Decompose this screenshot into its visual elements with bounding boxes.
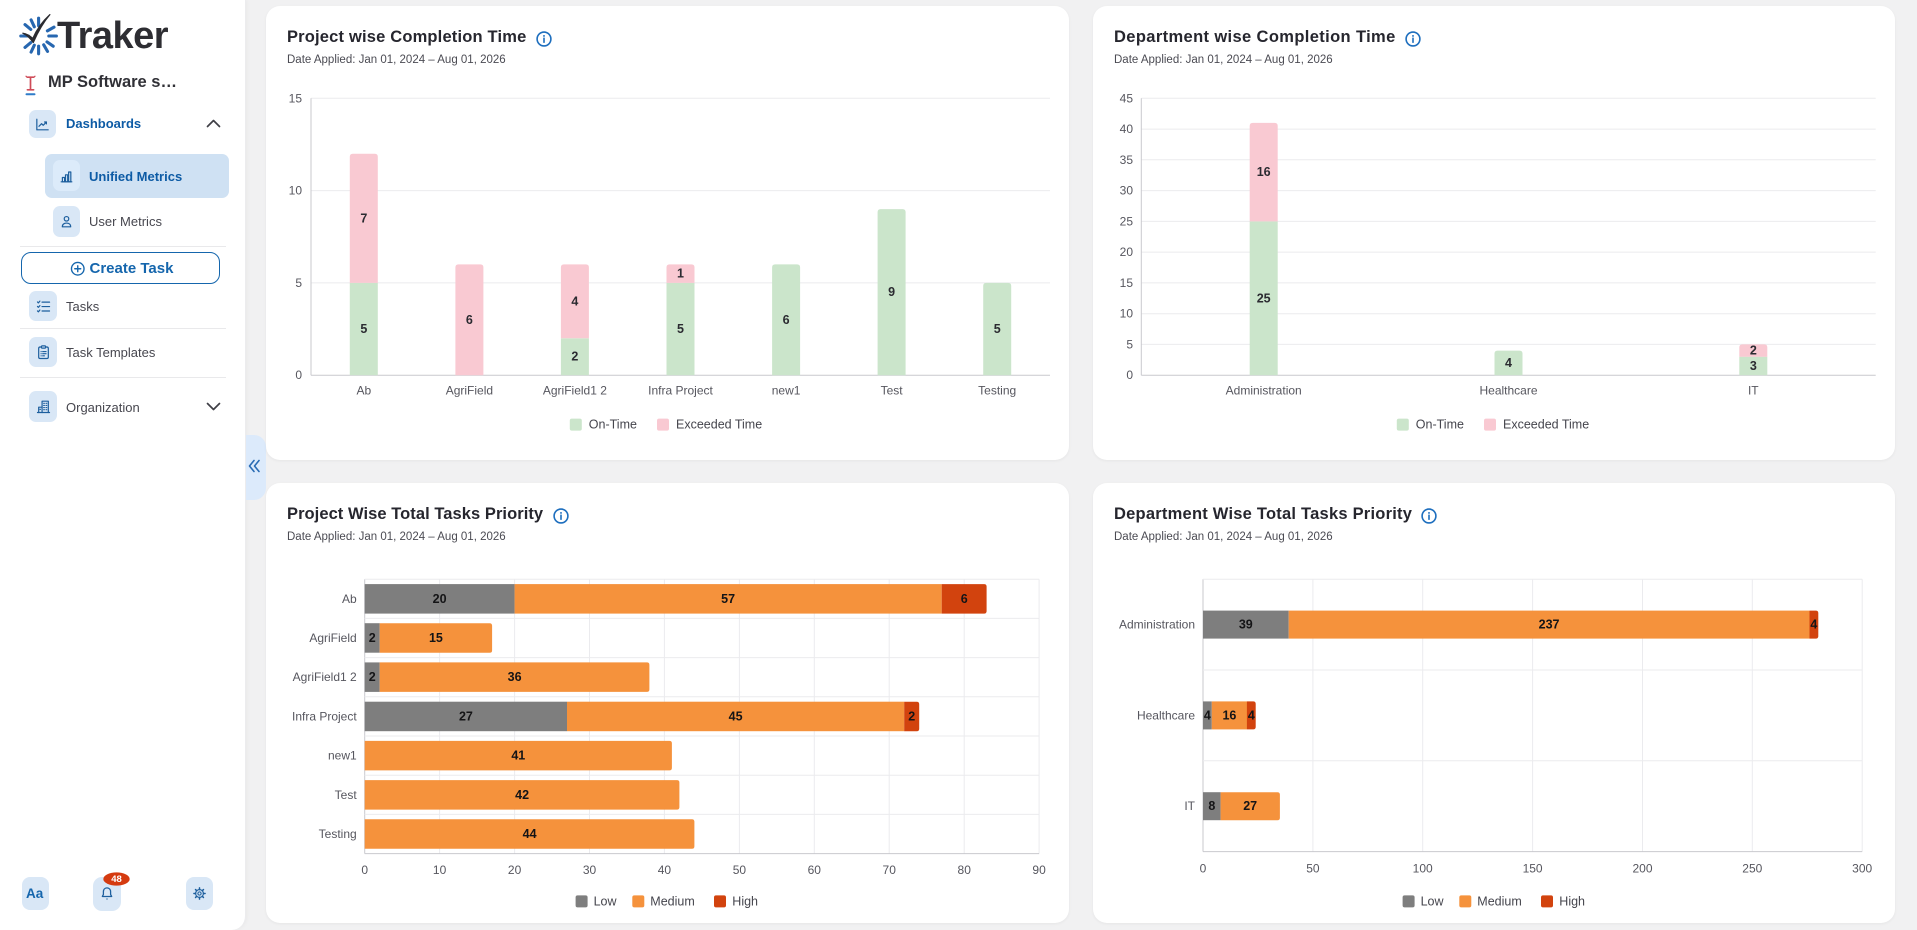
- svg-text:45: 45: [1120, 91, 1134, 105]
- svg-text:20: 20: [508, 863, 522, 877]
- svg-text:40: 40: [658, 863, 672, 877]
- svg-text:Low: Low: [594, 894, 618, 908]
- svg-text:Infra Project: Infra Project: [648, 384, 713, 398]
- svg-text:35: 35: [1120, 153, 1134, 167]
- svg-text:40: 40: [1120, 122, 1134, 136]
- svg-text:6: 6: [961, 592, 968, 606]
- svg-text:High: High: [1559, 894, 1585, 908]
- svg-text:45: 45: [729, 709, 743, 723]
- svg-text:6: 6: [466, 313, 473, 327]
- svg-text:48: 48: [111, 874, 122, 885]
- svg-text:Ab: Ab: [356, 384, 371, 398]
- svg-text:100: 100: [1413, 862, 1433, 876]
- svg-text:AgriField: AgriField: [309, 631, 356, 645]
- svg-text:30: 30: [583, 863, 597, 877]
- svg-text:2: 2: [369, 631, 376, 645]
- svg-text:70: 70: [883, 863, 897, 877]
- svg-text:On-Time: On-Time: [1416, 418, 1464, 432]
- svg-text:300: 300: [1852, 862, 1872, 876]
- svg-text:Administration: Administration: [1119, 618, 1195, 632]
- svg-text:1: 1: [677, 267, 684, 281]
- svg-text:2: 2: [571, 350, 578, 364]
- svg-text:57: 57: [721, 592, 735, 606]
- svg-text:2: 2: [1750, 344, 1757, 358]
- svg-text:4: 4: [571, 294, 578, 308]
- svg-text:10: 10: [289, 184, 303, 198]
- svg-text:44: 44: [523, 827, 537, 841]
- svg-text:10: 10: [1120, 307, 1134, 321]
- svg-text:237: 237: [1539, 618, 1560, 632]
- svg-text:20: 20: [433, 592, 447, 606]
- svg-text:4: 4: [1248, 708, 1255, 722]
- svg-text:16: 16: [1222, 708, 1236, 722]
- svg-text:15: 15: [289, 91, 303, 105]
- svg-text:5: 5: [295, 276, 302, 290]
- svg-text:new1: new1: [772, 384, 801, 398]
- svg-text:Testing: Testing: [978, 384, 1016, 398]
- svg-text:AgriField1 2: AgriField1 2: [293, 670, 357, 684]
- svg-text:new1: new1: [328, 749, 357, 763]
- svg-text:39: 39: [1239, 618, 1253, 632]
- svg-text:8: 8: [1208, 799, 1215, 813]
- svg-text:25: 25: [1257, 291, 1271, 305]
- svg-text:5: 5: [1126, 337, 1133, 351]
- svg-text:Healthcare: Healthcare: [1479, 384, 1537, 398]
- svg-text:9: 9: [888, 285, 895, 299]
- svg-text:5: 5: [677, 322, 684, 336]
- svg-text:Exceeded Time: Exceeded Time: [676, 418, 762, 432]
- svg-text:42: 42: [515, 788, 529, 802]
- svg-text:IT: IT: [1748, 384, 1759, 398]
- svg-text:On-Time: On-Time: [589, 418, 637, 432]
- svg-text:4: 4: [1204, 708, 1211, 722]
- svg-text:15: 15: [1120, 276, 1134, 290]
- svg-text:Medium: Medium: [1477, 894, 1521, 908]
- svg-text:60: 60: [808, 863, 822, 877]
- svg-text:4: 4: [1810, 618, 1817, 632]
- svg-text:5: 5: [360, 322, 367, 336]
- svg-text:41: 41: [511, 749, 525, 763]
- svg-text:Medium: Medium: [650, 894, 694, 908]
- svg-text:0: 0: [361, 863, 368, 877]
- svg-text:0: 0: [1126, 368, 1133, 382]
- svg-text:10: 10: [433, 863, 447, 877]
- svg-text:0: 0: [1200, 862, 1207, 876]
- svg-text:0: 0: [295, 368, 302, 382]
- svg-text:Test: Test: [335, 788, 358, 802]
- svg-text:IT: IT: [1184, 799, 1195, 813]
- svg-text:200: 200: [1632, 862, 1652, 876]
- svg-text:3: 3: [1750, 359, 1757, 373]
- svg-text:High: High: [732, 894, 758, 908]
- svg-text:20: 20: [1120, 245, 1134, 259]
- svg-text:16: 16: [1257, 165, 1271, 179]
- svg-text:Infra Project: Infra Project: [292, 709, 357, 723]
- svg-text:80: 80: [958, 863, 972, 877]
- svg-text:50: 50: [733, 863, 747, 877]
- svg-text:Healthcare: Healthcare: [1137, 708, 1195, 722]
- svg-text:7: 7: [360, 211, 367, 225]
- svg-text:Low: Low: [1421, 894, 1445, 908]
- svg-text:Ab: Ab: [342, 592, 357, 606]
- svg-text:AgriField: AgriField: [446, 384, 493, 398]
- svg-text:30: 30: [1120, 184, 1134, 198]
- svg-text:25: 25: [1120, 214, 1134, 228]
- svg-text:Administration: Administration: [1226, 384, 1302, 398]
- svg-text:50: 50: [1306, 862, 1320, 876]
- svg-text:4: 4: [1505, 356, 1512, 370]
- svg-text:Exceeded Time: Exceeded Time: [1503, 418, 1589, 432]
- svg-text:Test: Test: [881, 384, 904, 398]
- svg-text:2: 2: [908, 709, 915, 723]
- svg-text:6: 6: [783, 313, 790, 327]
- svg-text:250: 250: [1742, 862, 1762, 876]
- svg-text:150: 150: [1523, 862, 1543, 876]
- svg-text:36: 36: [508, 670, 522, 684]
- svg-text:15: 15: [429, 631, 443, 645]
- svg-text:90: 90: [1032, 863, 1046, 877]
- svg-text:AgriField1 2: AgriField1 2: [543, 384, 607, 398]
- svg-text:2: 2: [369, 670, 376, 684]
- svg-text:5: 5: [994, 322, 1001, 336]
- svg-text:27: 27: [459, 709, 473, 723]
- svg-text:27: 27: [1243, 799, 1257, 813]
- svg-text:Testing: Testing: [319, 827, 357, 841]
